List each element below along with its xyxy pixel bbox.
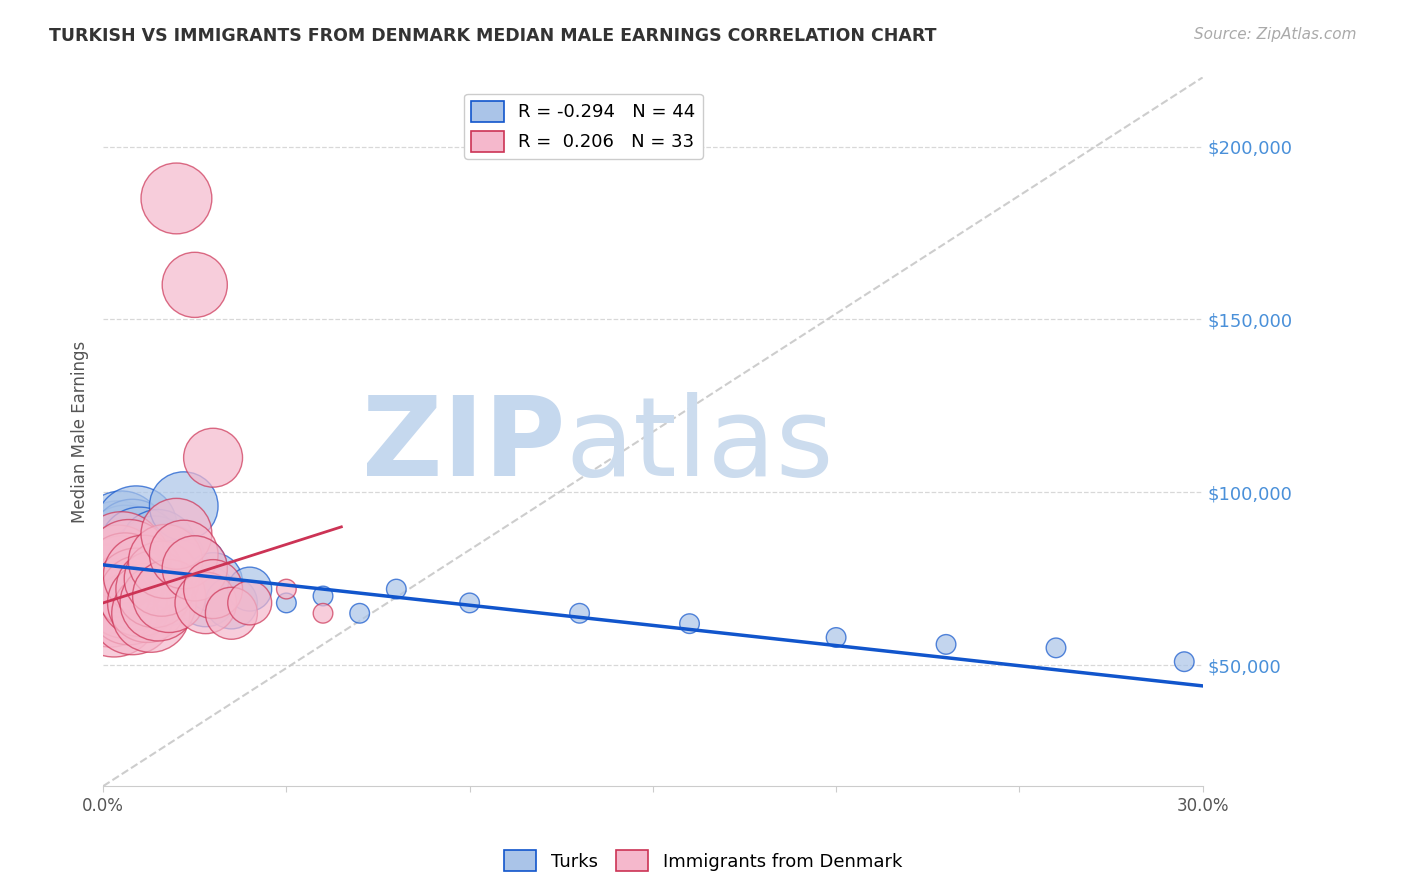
Point (155, 554, 177, 568)
Point (114, 561, 136, 575)
Point (568, 607, 591, 621)
Point (103, 548, 125, 562)
Point (678, 616, 700, 631)
Point (157, 554, 180, 568)
Point (155, 582, 177, 596)
Point (458, 596, 481, 610)
Point (150, 561, 173, 575)
Text: ZIP: ZIP (361, 392, 565, 500)
Point (110, 572, 132, 586)
Point (173, 548, 195, 562)
Point (312, 607, 335, 621)
Point (132, 568, 155, 582)
Point (194, 589, 217, 603)
Point (184, 561, 207, 575)
Legend: Turks, Immigrants from Denmark: Turks, Immigrants from Denmark (496, 843, 910, 879)
Legend: R = -0.294   N = 44, R =  0.206   N = 33: R = -0.294 N = 44, R = 0.206 N = 33 (464, 94, 703, 159)
Point (96, 582, 118, 596)
Point (114, 589, 136, 603)
Point (110, 548, 132, 562)
Point (121, 607, 143, 621)
Point (239, 582, 262, 596)
Point (128, 541, 150, 555)
Point (221, 596, 243, 610)
Point (935, 637, 957, 651)
Point (103, 572, 125, 586)
Point (143, 548, 166, 562)
Text: Source: ZipAtlas.com: Source: ZipAtlas.com (1194, 27, 1357, 42)
Point (103, 607, 125, 621)
Point (150, 572, 173, 586)
Point (202, 450, 225, 465)
Point (121, 533, 143, 548)
Point (239, 596, 262, 610)
Point (125, 568, 148, 582)
Point (128, 589, 150, 603)
Point (96, 582, 118, 596)
Point (146, 541, 169, 555)
Point (1045, 640, 1067, 655)
Point (100, 561, 122, 575)
Point (184, 277, 207, 292)
Point (139, 607, 162, 621)
Point (136, 554, 159, 568)
Point (276, 596, 298, 610)
Point (118, 596, 141, 610)
Point (276, 582, 298, 596)
Point (125, 520, 148, 534)
Point (165, 526, 187, 541)
Point (143, 582, 166, 596)
Text: TURKISH VS IMMIGRANTS FROM DENMARK MEDIAN MALE EARNINGS CORRELATION CHART: TURKISH VS IMMIGRANTS FROM DENMARK MEDIA… (49, 27, 936, 45)
Point (121, 554, 143, 568)
Point (118, 554, 141, 568)
Point (125, 582, 148, 596)
Point (221, 607, 243, 621)
Point (1173, 655, 1195, 669)
Point (165, 568, 187, 582)
Point (825, 631, 848, 645)
Point (136, 596, 159, 610)
Point (114, 568, 136, 582)
Point (165, 191, 187, 205)
Point (100, 596, 122, 610)
Point (157, 589, 180, 603)
Point (184, 561, 207, 575)
Point (202, 575, 225, 590)
Point (118, 548, 141, 562)
Point (118, 575, 141, 590)
Point (107, 561, 129, 575)
Point (146, 596, 169, 610)
Point (312, 589, 335, 603)
Point (132, 561, 155, 575)
Point (128, 582, 150, 596)
Point (194, 596, 217, 610)
Point (173, 499, 195, 513)
Point (114, 541, 136, 555)
Point (202, 582, 225, 596)
Point (385, 582, 408, 596)
Y-axis label: Median Male Earnings: Median Male Earnings (72, 341, 89, 523)
Point (110, 526, 132, 541)
Point (110, 568, 132, 582)
Text: atlas: atlas (565, 392, 834, 500)
Point (107, 554, 129, 568)
Point (107, 537, 129, 551)
Point (139, 568, 162, 582)
Point (349, 607, 371, 621)
